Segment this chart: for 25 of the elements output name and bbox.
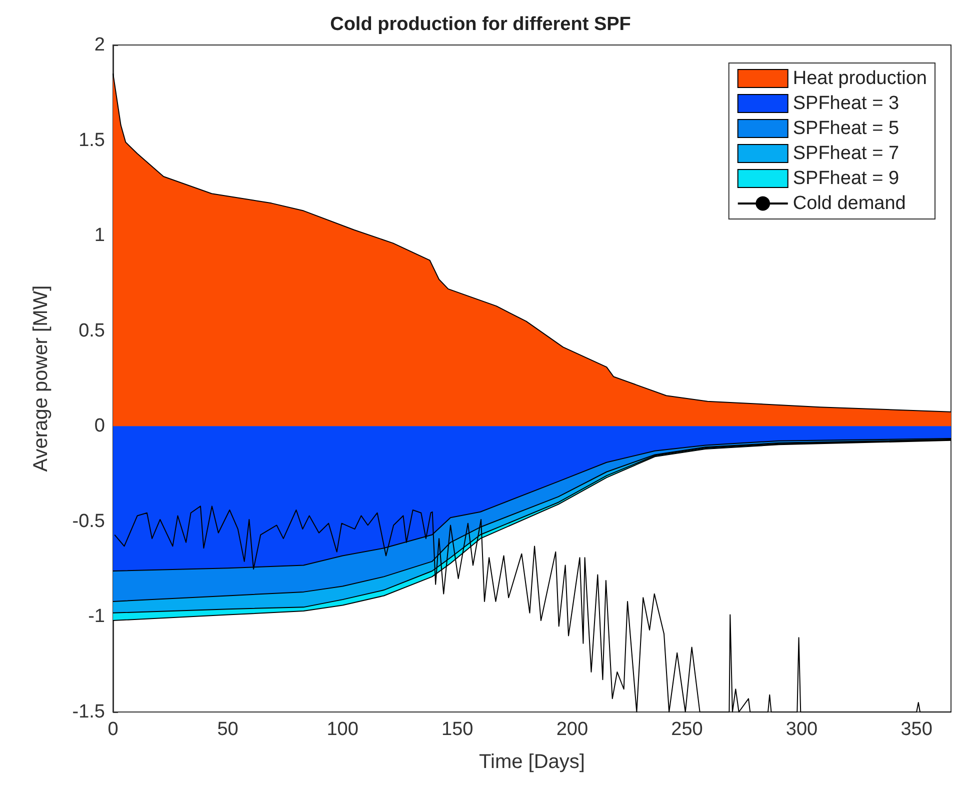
x-axis-title: Time [Days] <box>479 751 585 773</box>
x-tick-label: 50 <box>217 719 238 740</box>
legend-label: Cold demand <box>792 193 906 214</box>
legend-label: SPFheat = 9 <box>792 168 900 189</box>
x-tick-label: 250 <box>671 719 703 740</box>
x-tick-label: 0 <box>108 719 118 740</box>
y-axis-title: Average power [MW] <box>30 285 52 472</box>
x-tick-label: 100 <box>326 719 358 740</box>
x-tick-label: 150 <box>442 719 474 740</box>
y-tick-label: 0 <box>94 416 105 437</box>
y-tick-label: -1 <box>88 606 105 628</box>
y-tick-label: 2 <box>94 34 105 56</box>
x-tick-label: 350 <box>900 719 932 740</box>
legend-label: SPFheat = 7 <box>792 143 900 164</box>
y-tick-label: -0.5 <box>72 510 105 532</box>
x-tick-label: 200 <box>556 719 588 740</box>
legend-label: SPFheat = 5 <box>792 118 900 139</box>
y-tick-label: -1.5 <box>72 702 105 722</box>
y-tick-label: 1 <box>94 225 105 246</box>
legend-label: Heat production <box>792 68 928 89</box>
x-tick-label: 300 <box>786 719 818 740</box>
chart-title: Cold production for different SPF <box>330 14 631 35</box>
legend-label: SPFheat = 3 <box>792 93 900 114</box>
y-tick-label: 0.5 <box>78 320 105 342</box>
y-tick-label: 1.5 <box>78 130 105 151</box>
